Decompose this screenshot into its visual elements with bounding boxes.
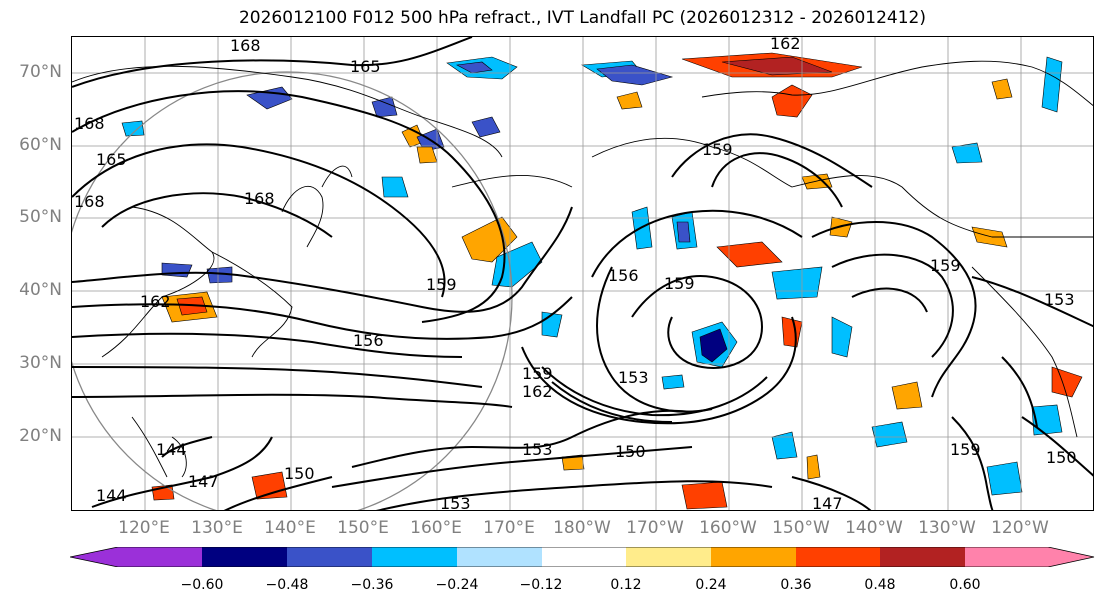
colorbar-tick-label: 0.12 [610,577,642,593]
graticule [72,37,1093,510]
lon-label-130e: 130°E [191,518,243,538]
lon-label-120w: 120°W [991,518,1049,538]
contour-labels: 168 165 162 168 165 168 168 162 159 156 … [74,37,1077,511]
colorbar-bin [880,547,965,567]
lat-label-40n: 40°N [19,280,62,300]
lat-label-70n: 70°N [19,62,62,82]
contour-label: 153 [522,440,553,459]
lon-label-150e: 150°E [337,518,389,538]
contour-label: 153 [618,368,649,387]
colorbar-tick-label: 0.36 [780,577,812,593]
contour-label: 165 [350,57,381,76]
colorbar-tick-label: −0.24 [435,577,479,593]
contour-label: 168 [74,192,105,211]
contour-label: 168 [230,37,261,55]
colorbar-bin [202,547,287,567]
lon-label-140e: 140°E [264,518,316,538]
lat-label-60n: 60°N [19,135,62,155]
lon-label-170e: 170°E [483,518,535,538]
contour-label: 150 [615,442,646,461]
lon-label-170w: 170°W [626,518,684,538]
contour-label: 159 [522,364,553,383]
refractivity-contours [72,37,1093,510]
colorbar-bin [457,547,542,567]
lon-label-120e: 120°E [118,518,170,538]
contour-label: 168 [244,189,275,208]
contour-label: 159 [950,440,981,459]
contour-label: 153 [1044,290,1075,309]
contour-label: 147 [188,472,219,491]
contour-label: 162 [140,292,171,311]
colorbar-tick-label: 0.48 [864,577,896,593]
lat-label-50n: 50°N [19,207,62,227]
colorbar-bin [542,547,626,567]
colorbar [70,547,1095,567]
lon-label-160e: 160°E [410,518,462,538]
colorbar-tick-label: −0.36 [350,577,394,593]
lon-label-130w: 130°W [918,518,976,538]
colorbar-tick-label: −0.12 [519,577,563,593]
contour-label: 150 [1046,448,1077,467]
contour-label: 159 [930,256,961,275]
contour-label: 159 [702,140,733,159]
lat-label-30n: 30°N [19,353,62,373]
lon-label-160w: 160°W [699,518,757,538]
map-title: 2026012100 F012 500 hPa refract., IVT La… [238,8,926,28]
colorbar-bin [796,547,880,567]
contour-label: 162 [770,37,801,53]
contour-label: 147 [812,494,843,511]
contour-label: 144 [96,486,127,505]
lat-label-20n: 20°N [19,426,62,446]
colorbar-tick-label: 0.24 [695,577,727,593]
contour-label: 159 [426,275,457,294]
colorbar-bin [626,547,711,567]
contour-label: 153 [440,494,471,511]
contour-label: 144 [156,440,187,459]
coastlines [72,60,1093,478]
contour-label: 156 [353,331,384,350]
colorbar-tick-label: −0.60 [180,577,224,593]
colorbar-bin [372,547,457,567]
map-canvas: 168 165 162 168 165 168 168 162 159 156 … [72,37,1093,511]
contour-label: 168 [74,114,105,133]
anomaly-fill-layer [121,52,1083,510]
contour-label: 162 [522,382,553,401]
lon-label-180w: 180°W [553,518,611,538]
colorbar-tick-label: 0.60 [949,577,981,593]
contour-label: 156 [608,266,639,285]
colorbar-bin [711,547,796,567]
map-panel: 168 165 162 168 165 168 168 162 159 156 … [71,36,1094,511]
lon-label-150w: 150°W [772,518,830,538]
colorbar-bin [287,547,372,567]
colorbar-extend-high [965,547,1094,567]
colorbar-extend-low [70,547,202,567]
contour-label: 165 [96,150,127,169]
contour-label: 159 [664,274,695,293]
lon-label-140w: 140°W [845,518,903,538]
contour-label: 150 [284,464,315,483]
colorbar-tick-label: −0.48 [265,577,309,593]
